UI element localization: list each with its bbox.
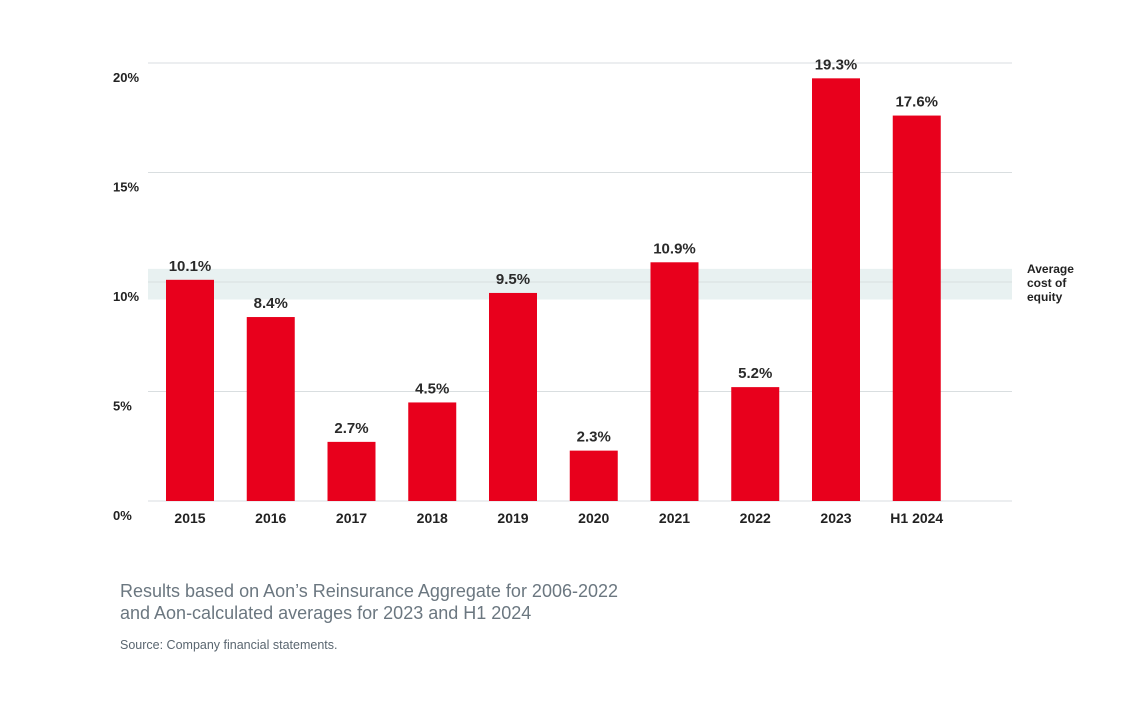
y-tick-label: 20% (113, 70, 139, 85)
x-category-label: 2017 (336, 510, 367, 526)
data-label: 19.3% (815, 56, 858, 73)
y-tick-label: 15% (113, 180, 139, 195)
source-note: Source: Company financial statements. (120, 638, 338, 652)
x-category-label: 2021 (659, 510, 690, 526)
x-category-label: 2015 (174, 510, 205, 526)
data-label: 5.2% (738, 365, 772, 382)
x-category-label: H1 2024 (890, 510, 943, 526)
y-tick-label: 0% (113, 508, 132, 523)
data-label: 17.6% (895, 94, 938, 111)
data-label: 2.7% (334, 420, 368, 437)
data-label: 2.3% (577, 429, 611, 446)
bar (650, 262, 699, 501)
bar (569, 450, 618, 501)
caption-line-2: and Aon-calculated averages for 2023 and… (120, 603, 532, 623)
y-tick-label: 10% (113, 289, 139, 304)
bar (246, 317, 295, 501)
band-label-line: cost of (1027, 276, 1067, 290)
data-label: 4.5% (415, 380, 449, 397)
x-category-label: 2018 (417, 510, 448, 526)
data-label: 10.9% (653, 240, 696, 257)
bar (489, 292, 537, 501)
x-category-label: 2022 (740, 510, 771, 526)
cost-of-equity-band (148, 268, 1012, 300)
x-category-label: 2023 (820, 510, 851, 526)
chart-caption: Results based on Aon’s Reinsurance Aggre… (120, 580, 820, 624)
bar (327, 441, 376, 501)
bar (408, 402, 457, 501)
x-category-label: 2016 (255, 510, 286, 526)
bar (166, 279, 214, 501)
x-category-label: 2020 (578, 510, 609, 526)
x-category-label: 2019 (497, 510, 528, 526)
band-label-line: Average (1027, 262, 1074, 276)
data-label: 10.1% (169, 258, 212, 275)
data-label: 9.5% (496, 271, 530, 288)
bar (731, 387, 780, 501)
y-tick-label: 5% (113, 399, 132, 414)
bar (892, 115, 941, 501)
bar (812, 78, 860, 501)
band-label-line: equity (1027, 290, 1063, 304)
caption-line-1: Results based on Aon’s Reinsurance Aggre… (120, 581, 619, 601)
data-label: 8.4% (254, 295, 288, 312)
